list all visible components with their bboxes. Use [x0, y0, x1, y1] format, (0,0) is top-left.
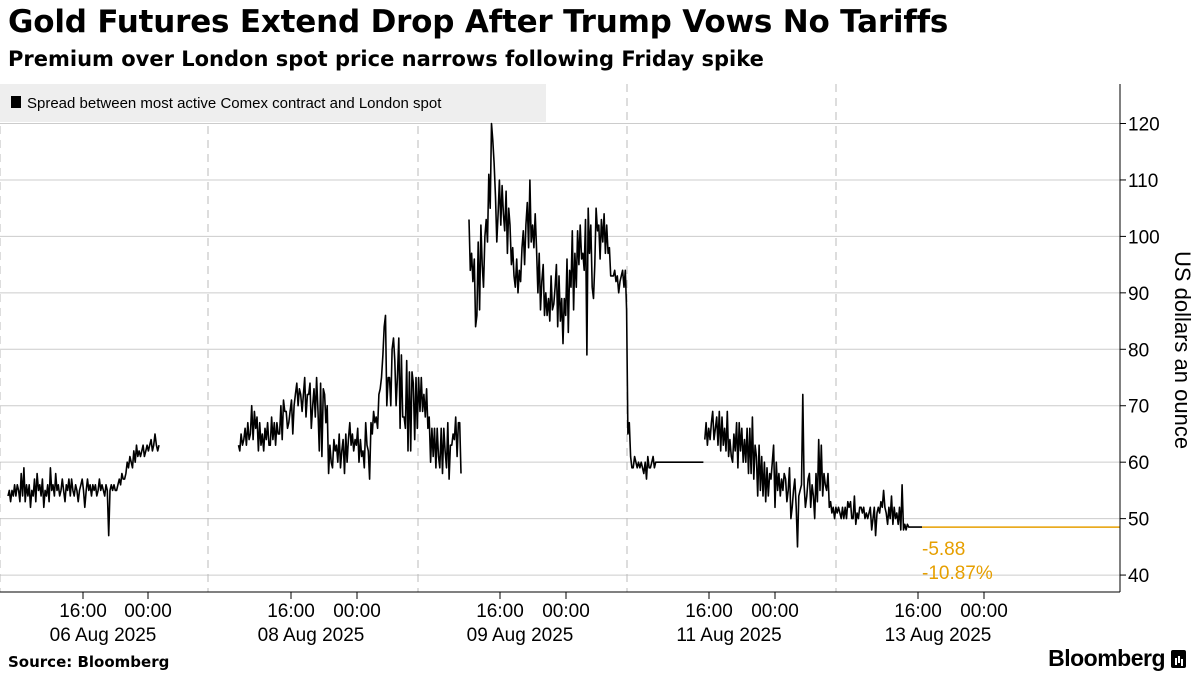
y-tick-label-0: 40 — [1128, 566, 1149, 587]
x-tick-time-9: 00:00 — [960, 601, 1008, 622]
legend-label: Spread between most active Comex contrac… — [27, 95, 442, 112]
series-line-segment-0 — [7, 433, 160, 537]
x-tick-date-0: 06 Aug 2025 — [50, 625, 157, 646]
y-tick-label-4: 80 — [1128, 340, 1149, 361]
source-note: Source: Bloomberg — [8, 653, 170, 671]
x-tick-time-5: 00:00 — [542, 601, 590, 622]
x-tick-date-8: 13 Aug 2025 — [885, 625, 992, 646]
series-group — [7, 122, 922, 548]
y-tick-label-6: 100 — [1128, 227, 1160, 248]
y-tick-label-1: 50 — [1128, 510, 1149, 531]
x-tick-time-6: 16:00 — [685, 601, 733, 622]
y-tick-label-5: 90 — [1128, 284, 1149, 305]
legend-background — [0, 84, 546, 122]
y-axis: 40 50 60 70 80 90 100 110 120 — [1119, 84, 1160, 592]
x-tick-time-1: 00:00 — [124, 601, 172, 622]
y-axis-title: US dollars an ounce — [1170, 251, 1195, 449]
y-tick-label-7: 110 — [1128, 171, 1158, 192]
session-separators — [0, 84, 837, 592]
x-tick-time-2: 16:00 — [267, 601, 315, 622]
legend-swatch — [11, 96, 21, 108]
series-line-segment-3 — [704, 393, 922, 548]
y-tick-label-2: 60 — [1128, 453, 1149, 474]
brand-logo: Bloomberg — [1048, 645, 1186, 672]
gridlines — [0, 123, 1120, 576]
x-tick-time-7: 00:00 — [751, 601, 799, 622]
x-tick-time-0: 16:00 — [59, 601, 107, 622]
x-tick-time-3: 00:00 — [333, 601, 381, 622]
x-tick-time-8: 16:00 — [894, 601, 942, 622]
legend: Spread between most active Comex contrac… — [0, 84, 546, 122]
annotation-percent: -10.87% — [922, 563, 993, 584]
x-tick-date-6: 11 Aug 2025 — [676, 625, 781, 646]
x-tick-date-4: 09 Aug 2025 — [467, 625, 574, 646]
y-tick-label-8: 120 — [1128, 115, 1160, 136]
bar-chart-icon — [1171, 649, 1186, 668]
series-line-segment-2 — [468, 122, 704, 480]
x-axis: 16:00 06 Aug 2025 00:00 16:00 08 Aug 2025 00:… — [0, 591, 1120, 646]
brand-name: Bloomberg — [1048, 645, 1165, 671]
series-line-segment-1 — [237, 314, 462, 480]
x-tick-time-4: 16:00 — [476, 601, 524, 622]
chart-title: Gold Futures Extend Drop After Trump Vow… — [8, 4, 949, 40]
x-tick-date-2: 08 Aug 2025 — [258, 625, 365, 646]
y-tick-label-3: 70 — [1128, 397, 1149, 418]
chart-subtitle: Premium over London spot price narrows f… — [8, 47, 764, 71]
annotation-change: -5.88 — [922, 539, 965, 560]
